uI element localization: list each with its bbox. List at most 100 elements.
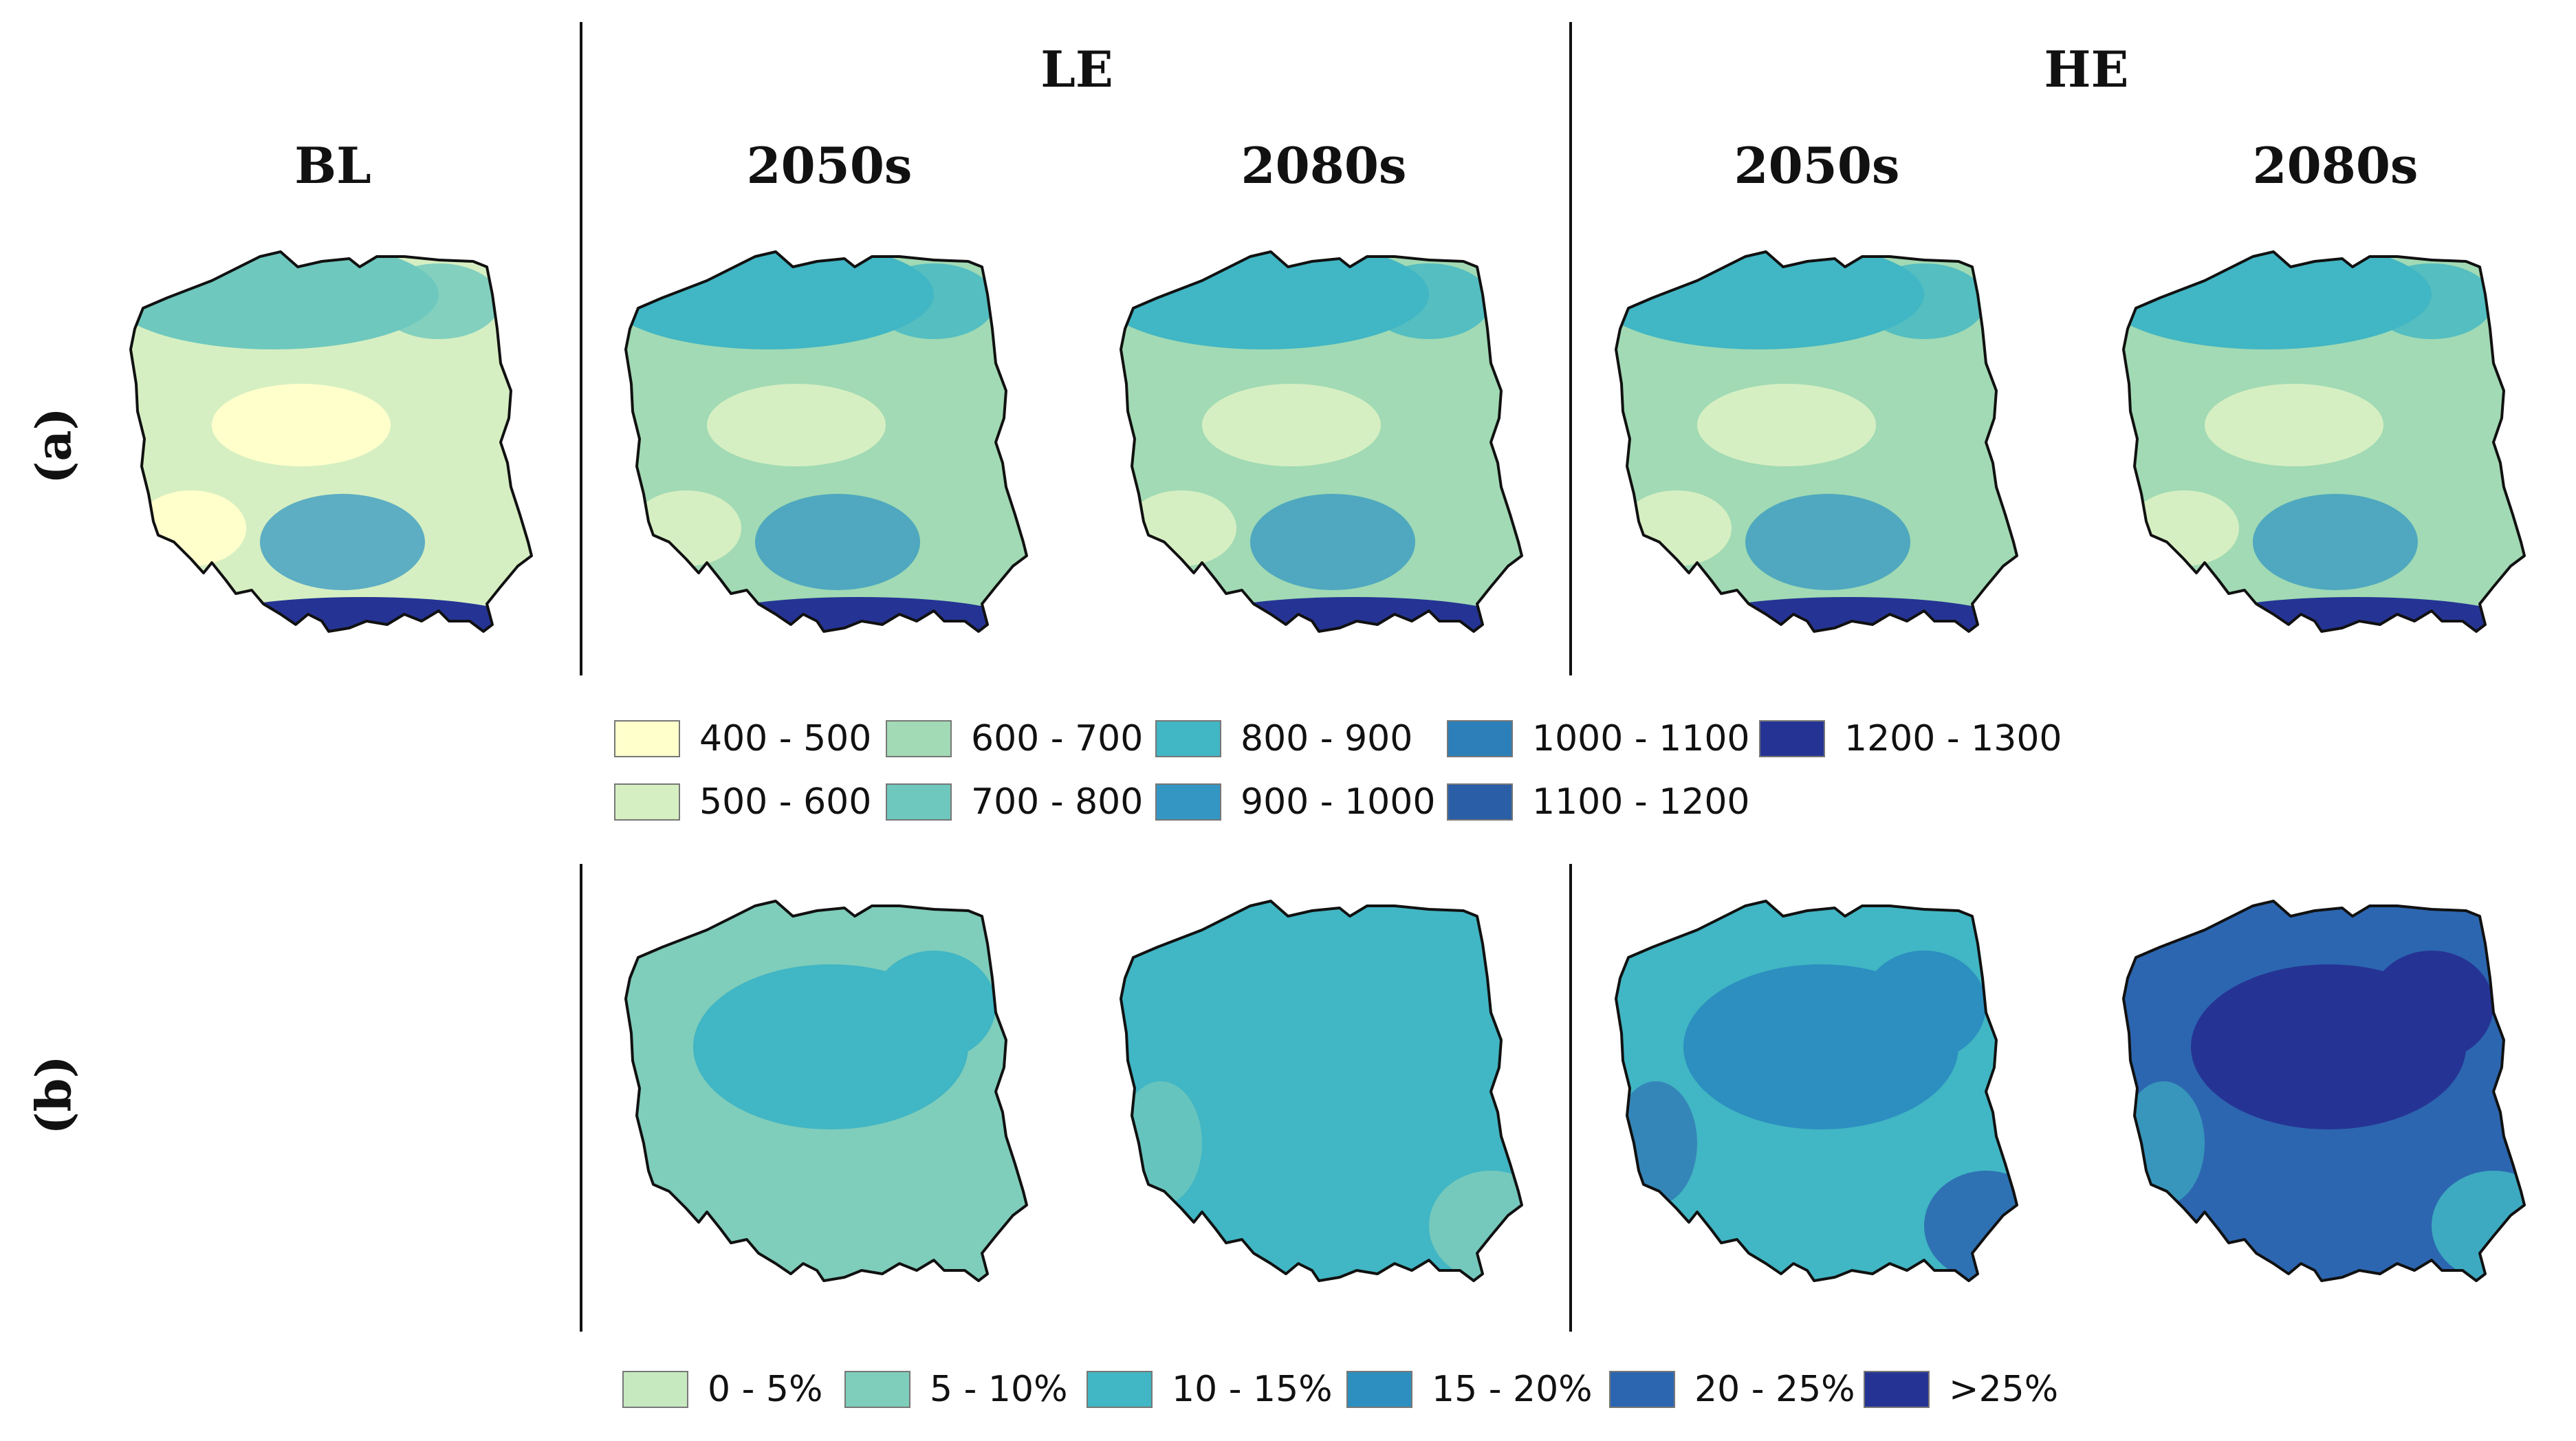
legend-label: 800 - 900 [1241, 718, 1413, 759]
legend-label: 1100 - 1200 [1532, 781, 1750, 823]
legend-b-item: 5 - 10% [844, 1369, 1067, 1410]
legend-swatch [1864, 1371, 1930, 1408]
legend-swatch [1447, 783, 1513, 821]
country-outline [624, 250, 1028, 633]
legend-label: 20 - 25% [1694, 1369, 1855, 1410]
map-a-he-2050s [1601, 219, 2055, 669]
separator-bl-le-top [580, 22, 582, 675]
legend-b-item: 20 - 25% [1609, 1369, 1855, 1410]
map-region-southwest [631, 490, 741, 566]
map-region-northeast [1862, 263, 1986, 339]
legend-label: 600 - 700 [971, 718, 1144, 759]
map-region-center [1202, 384, 1381, 466]
header-he: HE [2044, 40, 2129, 98]
map-region-center [707, 384, 886, 466]
map-b-he-2050s [1601, 868, 2055, 1319]
country-outline [1120, 250, 1523, 633]
legend-b-item: 10 - 15% [1087, 1369, 1333, 1410]
legend-b-item: 15 - 20% [1346, 1369, 1593, 1410]
legend-label: >25% [1949, 1369, 2059, 1410]
map-region-southwest [2129, 490, 2239, 566]
map-region-southwest [1622, 490, 1732, 566]
header-le: LE [1040, 40, 1113, 98]
separator-le-he-bottom [1569, 864, 1572, 1332]
map-region-west [1121, 1081, 1202, 1205]
legend-b-item: >25% [1864, 1369, 2058, 1410]
legend-swatch [614, 783, 680, 821]
map-region-west [1616, 1081, 1697, 1205]
legend-label: 900 - 1000 [1241, 781, 1436, 823]
map-region-southwest [1126, 490, 1236, 566]
legend-swatch [1447, 720, 1513, 757]
map-region-east [2370, 951, 2493, 1061]
header-le-2080s: 2080s [1241, 136, 1407, 195]
map-a-he-2080s [2108, 219, 2562, 669]
separator-bl-le-bottom [580, 864, 582, 1332]
map-region-west [2124, 1081, 2205, 1205]
map-region-south-highlands [755, 494, 920, 590]
map-region-south-highlands [1250, 494, 1415, 590]
legend-swatch [614, 720, 680, 757]
header-he-2050s: 2050s [1734, 136, 1900, 195]
legend-swatch [622, 1371, 688, 1408]
map-region-south-highlands [260, 494, 425, 590]
legend-label: 1200 - 1300 [1844, 718, 2062, 759]
legend-swatch [886, 720, 952, 757]
legend-a-item: 900 - 1000 [1155, 781, 1435, 823]
country-outline [2122, 900, 2526, 1282]
map-region-center [2205, 384, 2383, 466]
legend-swatch [1346, 1371, 1412, 1408]
map-region-southeast [1429, 1171, 1522, 1281]
legend-a-item: 800 - 900 [1155, 718, 1412, 759]
map-region-south-highlands [1745, 494, 1910, 590]
map-region-northeast [872, 263, 996, 339]
map-region-northeast [1367, 263, 1491, 339]
legend-swatch [886, 783, 952, 821]
legend-swatch [1155, 783, 1221, 821]
legend-label: 1000 - 1100 [1532, 718, 1750, 759]
legend-a-item: 400 - 500 [614, 718, 871, 759]
map-b-he-2080s [2108, 868, 2562, 1319]
legend-swatch [1155, 720, 1221, 757]
map-region-center [212, 384, 391, 466]
country-outline [1120, 900, 1523, 1282]
header-le-2050s: 2050s [746, 136, 913, 195]
legend-a-item: 1100 - 1200 [1447, 781, 1750, 823]
map-region-center [1697, 384, 1876, 466]
map-a-le-2050s [611, 219, 1065, 669]
legend-swatch [844, 1371, 910, 1408]
legend-a-item: 1200 - 1300 [1759, 718, 2062, 759]
row-label-a: (a) [25, 407, 83, 484]
legend-label: 0 - 5% [708, 1369, 823, 1410]
map-region-southwest [136, 490, 246, 566]
map-b-le-2050s [611, 868, 1065, 1319]
country-outline [1615, 250, 2018, 633]
legend-label: 400 - 500 [699, 718, 872, 759]
legend-swatch [1609, 1371, 1675, 1408]
legend-swatch [1759, 720, 1825, 757]
map-region-southeast [2432, 1171, 2524, 1281]
map-region-southeast [934, 1171, 1027, 1281]
separator-le-he-top [1569, 22, 1572, 675]
map-a-le-2080s [1106, 219, 1560, 669]
legend-label: 5 - 10% [930, 1369, 1068, 1410]
legend-a-item: 700 - 800 [886, 781, 1143, 823]
map-region-south-highlands [2253, 494, 2418, 590]
map-region-northeast [2370, 263, 2493, 339]
map-region-east [872, 951, 996, 1061]
country-outline [1615, 900, 2018, 1282]
country-outline [624, 900, 1028, 1282]
map-region-southeast [1924, 1171, 2017, 1281]
map-region-east [1862, 951, 1986, 1061]
map-region-northeast [377, 263, 501, 339]
legend-label: 700 - 800 [971, 781, 1144, 823]
legend-a-item: 500 - 600 [614, 781, 871, 823]
header-he-2080s: 2080s [2252, 136, 2419, 195]
map-region-east [1367, 951, 1491, 1061]
map-region-west [626, 1081, 707, 1205]
legend-a-item: 1000 - 1100 [1447, 718, 1750, 759]
map-a-bl [116, 219, 569, 669]
legend-b-item: 0 - 5% [622, 1369, 822, 1410]
country-outline [129, 250, 533, 633]
country-outline [2122, 250, 2526, 633]
